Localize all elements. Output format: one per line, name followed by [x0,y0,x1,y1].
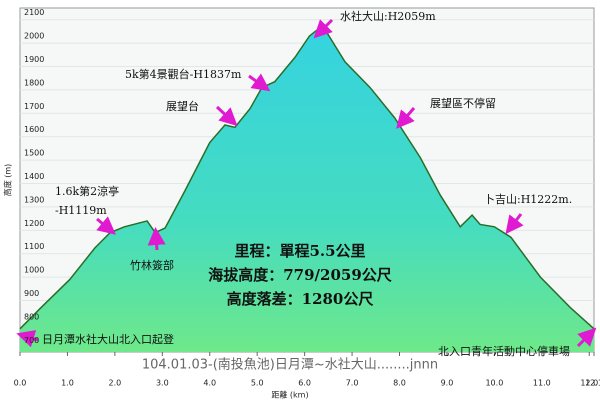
annotation: 日月潭水社大山北入口起登 [42,332,174,346]
x-tick-label: 10.0 [485,379,503,388]
x-tick-label: 8.0 [393,379,406,388]
profile-line [19,28,595,330]
x-tick-label: 2.0 [109,379,122,388]
x-tick-label: 12.0 [580,379,598,388]
y-tick-label: 2000 [24,32,44,41]
y-tick-label: 1800 [24,78,44,87]
annotation: 竹林簽部 [130,258,174,272]
y-tick-label: 1300 [24,195,44,204]
arrows [16,18,597,348]
x-tick-label: 9.0 [441,379,454,388]
y-tick-label: 900 [24,289,39,298]
x-tick-label: 5.0 [251,379,264,388]
info-line: 高度落差：1280公尺 [227,290,374,308]
x-tick-label: 0.0 [14,379,27,388]
area-fill [20,29,594,353]
y-tick-label: 700 [24,336,39,345]
annotation: 展望台 [166,99,199,113]
x-tick-label: 1.0 [61,379,74,388]
y-tick-label: 1100 [24,242,44,251]
chart-title: 104.01.03-(南投魚池)日月潭~水社大山........jnnn [142,357,438,373]
x-tick-label: 3.0 [156,379,169,388]
annotation: 1.6k第2涼亭 [55,184,119,198]
info-line: 海拔高度：779/2059公尺 [208,266,392,284]
x-axis-label: 距離 (km) [271,390,308,400]
y-tick-label: 1400 [24,172,44,181]
annotation: -H1119m [55,204,107,217]
x-tick-label: 7.0 [346,379,359,388]
y-tick-label: 2100 [24,8,44,17]
y-tick-label: 1000 [24,266,44,275]
annotation: 5k第4景觀台-H1837m [125,67,242,81]
annotation: 卜吉山:H1222m. [484,193,572,206]
annotation: 水社大山:H2059m [340,9,436,23]
annotation: 北入口青年活動中心停車場 [438,344,570,358]
y-tick-label: 1700 [24,102,44,111]
y-tick-label: 800 [24,312,39,321]
info-line: 里程：單程5.5公里 [234,242,365,260]
x-tick-label: 11.0 [533,379,551,388]
y-tick-label: 1200 [24,219,44,228]
annotation: 展望區不停留 [430,96,496,110]
y-tick-label: 1900 [24,55,44,64]
x-tick-label: 6.0 [298,379,311,388]
x-tick-label: 4.0 [203,379,216,388]
y-tick-label: 1500 [24,149,44,158]
x-tick-label: 12.1 [585,379,600,388]
y-tick-label: 1600 [24,125,44,134]
y-axis-label: 高度 (m) [3,164,13,197]
